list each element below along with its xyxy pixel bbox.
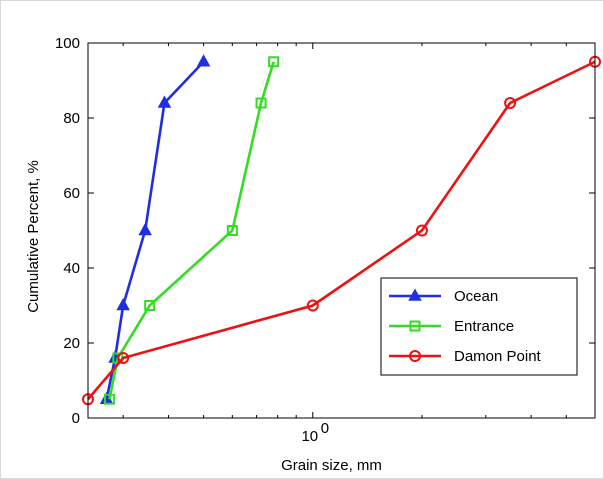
x-tick-label: 10	[301, 428, 318, 445]
series-line-ocean	[105, 60, 205, 400]
data-point-ocean	[157, 95, 172, 108]
y-tick-label: 40	[63, 260, 80, 277]
data-point-damon-point	[415, 224, 428, 237]
data-point-ocean	[138, 222, 152, 236]
y-tick-label: 0	[72, 410, 80, 427]
y-tick-label: 60	[63, 185, 80, 202]
data-point-entrance	[103, 393, 115, 405]
x-axis-label: Grain size, mm	[281, 457, 382, 474]
data-point-entrance	[255, 97, 267, 109]
x-tick-label-exponent: 0	[321, 420, 329, 437]
legend-label-damon-point: Damon Point	[454, 348, 542, 365]
legend-marker-ocean	[408, 288, 422, 301]
y-tick-label: 20	[63, 335, 80, 352]
data-point-damon-point	[504, 97, 517, 109]
data-point-entrance	[226, 225, 238, 236]
y-axis-ticks: 0 20 40 60 80 100	[55, 35, 595, 427]
plot-border	[87, 42, 596, 419]
legend: Ocean Entrance Damon Point	[380, 277, 578, 376]
x-axis-ticks: 10 0	[122, 43, 596, 445]
data-point-entrance	[268, 56, 280, 68]
legend-label-ocean: Ocean	[454, 288, 498, 305]
y-axis-label: Cumulative Percent, %	[25, 160, 42, 313]
y-tick-label: 100	[55, 35, 80, 52]
data-point-damon-point	[306, 299, 319, 312]
legend-marker-damon-point	[409, 350, 421, 362]
data-point-ocean	[116, 297, 130, 311]
series-line-damon-point	[87, 60, 596, 401]
legend-label-entrance: Entrance	[454, 318, 514, 335]
legend-marker-entrance	[409, 320, 421, 332]
data-point-entrance	[144, 300, 156, 311]
data-point-ocean	[196, 54, 211, 67]
series-layer	[82, 54, 601, 406]
y-tick-label: 80	[63, 110, 80, 127]
data-point-damon-point	[117, 352, 130, 364]
